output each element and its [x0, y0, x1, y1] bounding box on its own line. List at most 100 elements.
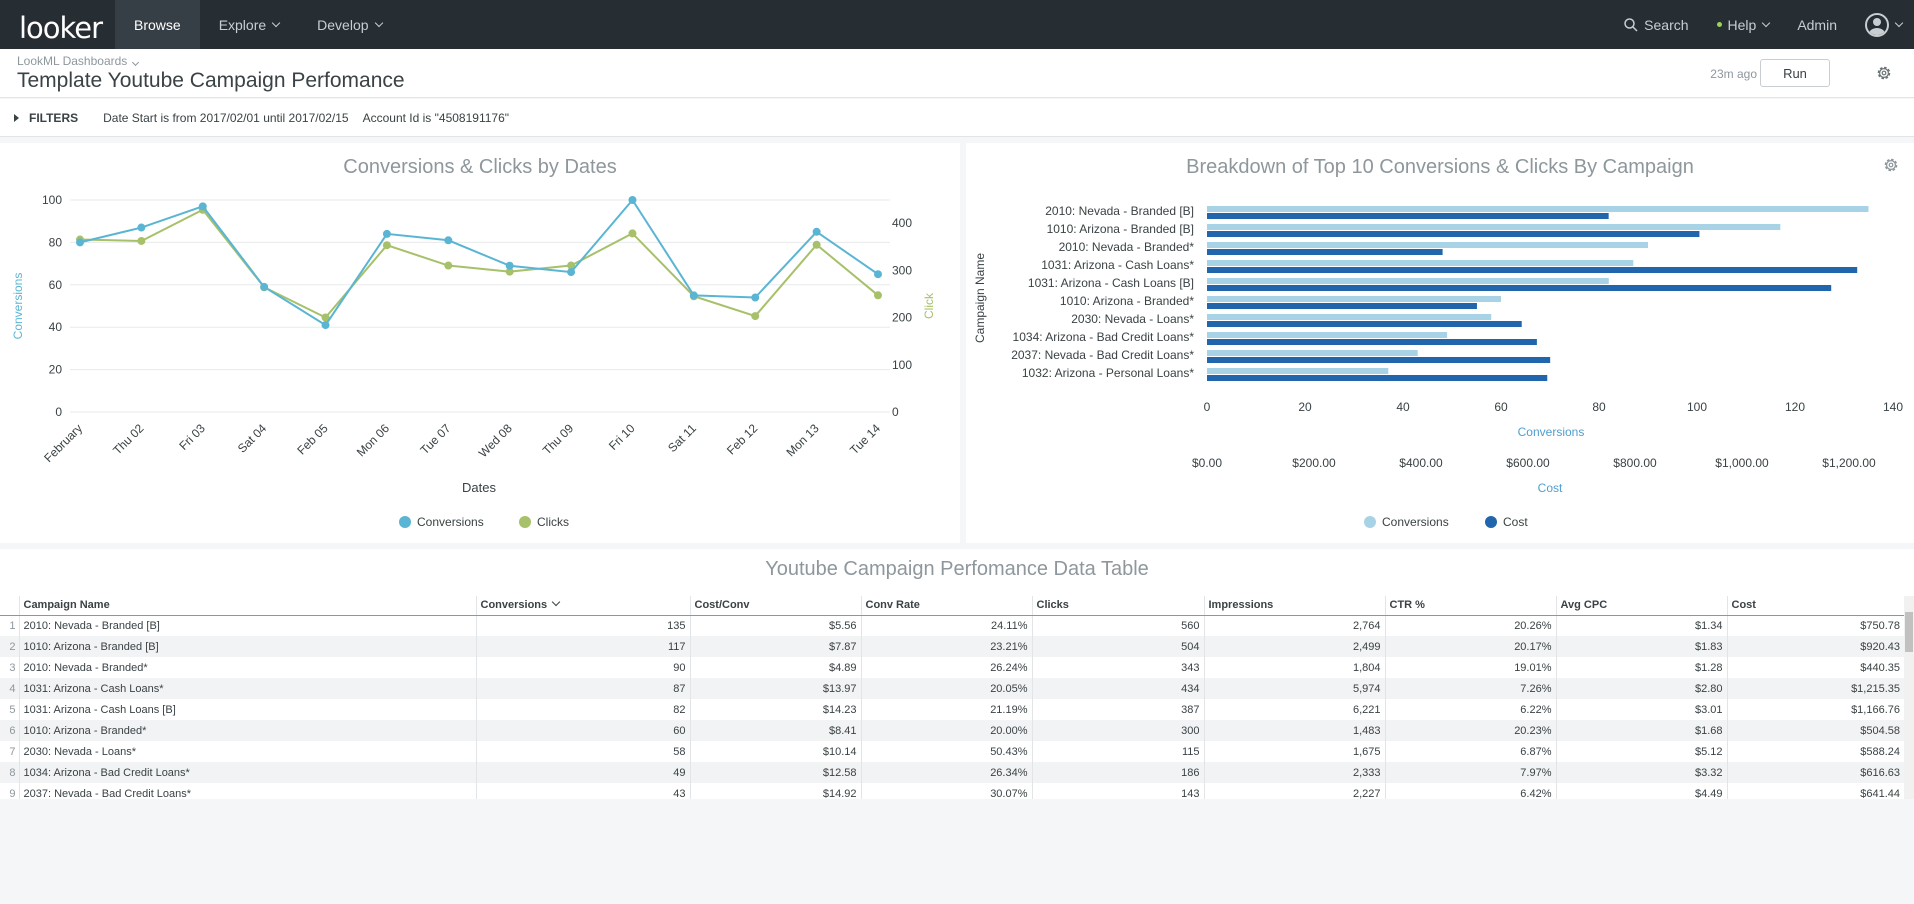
nav-browse[interactable]: Browse [115, 0, 200, 49]
table-cell[interactable]: 6.22% [1384, 699, 1556, 720]
table-cell[interactable]: $1,166.76 [1726, 699, 1904, 720]
data-point-conversions[interactable] [567, 268, 576, 277]
bar-conversions[interactable] [1207, 206, 1869, 212]
table-cell[interactable]: 1,804 [1203, 657, 1385, 678]
data-point-clicks[interactable] [567, 261, 576, 270]
table-cell[interactable]: 560 [1031, 615, 1204, 636]
table-cell[interactable]: 20.05% [860, 678, 1032, 699]
table-cell[interactable]: $440.35 [1726, 657, 1904, 678]
table-cell[interactable]: 26.34% [860, 762, 1032, 783]
data-point-conversions[interactable] [505, 261, 514, 270]
table-cell[interactable]: 1010: Arizona - Branded [B] [18, 636, 476, 657]
table-cell[interactable]: 2,333 [1203, 762, 1385, 783]
table-cell[interactable]: 6,221 [1203, 699, 1385, 720]
table-cell[interactable]: 82 [475, 699, 690, 720]
bar-conversions[interactable] [1207, 332, 1448, 338]
filter-account[interactable]: Account Id is "4508191176" [362, 110, 510, 125]
bar-cost[interactable] [1207, 357, 1551, 363]
table-cell[interactable]: 19.01% [1384, 657, 1556, 678]
table-cell[interactable]: 504 [1031, 636, 1204, 657]
table-cell[interactable]: 7.26% [1384, 678, 1556, 699]
data-point-conversions[interactable] [444, 236, 453, 245]
user-menu[interactable] [1851, 0, 1914, 49]
bar-cost[interactable] [1207, 321, 1522, 327]
data-point-conversions[interactable] [689, 291, 698, 300]
column-header[interactable]: Campaign Name [18, 596, 476, 616]
table-row[interactable]: 8 1034: Arizona - Bad Credit Loans* 49 $12.… [0, 762, 1904, 783]
table-cell[interactable]: 60 [475, 720, 690, 741]
bar-cost[interactable] [1207, 303, 1477, 309]
table-cell[interactable]: 2010: Nevada - Branded* [18, 657, 476, 678]
table-cell[interactable]: 1031: Arizona - Cash Loans [B] [18, 699, 476, 720]
data-point-clicks[interactable] [751, 312, 760, 321]
looker-logo[interactable]: looker [0, 0, 115, 49]
table-cell[interactable]: 117 [475, 636, 690, 657]
table-row[interactable]: 2 1010: Arizona - Branded [B] 117 $7.87 23.2… [0, 636, 1904, 657]
data-point-conversions[interactable] [628, 196, 637, 204]
table-cell[interactable]: $3.01 [1555, 699, 1727, 720]
legend-label[interactable]: Conversions [1382, 515, 1449, 529]
table-row[interactable]: 7 2030: Nevada - Loans* 58 $10.14 50.43% 115 1… [0, 741, 1904, 762]
table-cell[interactable]: 300 [1031, 720, 1204, 741]
legend-label[interactable]: Conversions [417, 515, 484, 529]
table-row[interactable]: 6 1010: Arizona - Branded* 60 $8.41 20.00% 30… [0, 720, 1904, 741]
bar-conversions[interactable] [1207, 260, 1634, 266]
data-point-clicks[interactable] [505, 267, 514, 276]
legend-label[interactable]: Cost [1503, 515, 1528, 529]
table-cell[interactable]: $5.56 [689, 615, 861, 636]
help-menu[interactable]: Help [1703, 0, 1784, 49]
data-point-clicks[interactable] [382, 241, 391, 250]
bar-conversions[interactable] [1207, 314, 1492, 320]
table-row[interactable]: 5 1031: Arizona - Cash Loans [B] 82 $14.23 2… [0, 699, 1904, 720]
table-scrollbar[interactable] [1904, 596, 1914, 799]
table-cell[interactable]: $13.97 [689, 678, 861, 699]
table-cell[interactable]: $4.49 [1555, 783, 1727, 799]
table-cell[interactable]: 21.19% [860, 699, 1032, 720]
gear-icon[interactable] [1875, 64, 1893, 82]
bar-conversions[interactable] [1207, 224, 1781, 230]
bar-cost[interactable] [1207, 213, 1609, 219]
table-cell[interactable]: $1.68 [1555, 720, 1727, 741]
table-scroll-thumb[interactable] [1905, 612, 1913, 652]
table-cell[interactable]: 6.42% [1384, 783, 1556, 799]
table-cell[interactable]: 135 [475, 615, 690, 636]
table-cell[interactable]: 58 [475, 741, 690, 762]
table-cell[interactable]: 5,974 [1203, 678, 1385, 699]
table-cell[interactable]: 20.26% [1384, 615, 1556, 636]
data-point-conversions[interactable] [321, 321, 330, 330]
table-cell[interactable]: 343 [1031, 657, 1204, 678]
table-cell[interactable]: 24.11% [860, 615, 1032, 636]
table-cell[interactable]: $4.89 [689, 657, 861, 678]
table-cell[interactable]: 2030: Nevada - Loans* [18, 741, 476, 762]
table-cell[interactable]: $588.24 [1726, 741, 1904, 762]
data-table-scroll[interactable]: Campaign Name Conversions Cost/Conv Conv… [0, 596, 1914, 799]
data-point-clicks[interactable] [444, 261, 453, 270]
filters-toggle[interactable]: FILTERS [29, 110, 79, 125]
table-cell[interactable]: 30.07% [860, 783, 1032, 799]
search-button[interactable]: Search [1610, 0, 1702, 49]
table-cell[interactable]: $1.28 [1555, 657, 1727, 678]
bar-conversions[interactable] [1207, 278, 1609, 284]
bar-cost[interactable] [1207, 249, 1443, 255]
column-header[interactable]: Cost [1726, 596, 1904, 616]
data-point-conversions[interactable] [382, 229, 391, 238]
table-cell[interactable]: 87 [475, 678, 690, 699]
data-point-clicks[interactable] [321, 313, 330, 322]
table-cell[interactable]: 186 [1031, 762, 1204, 783]
data-point-conversions[interactable] [76, 238, 84, 247]
table-cell[interactable]: $2.80 [1555, 678, 1727, 699]
table-cell[interactable]: 20.00% [860, 720, 1032, 741]
table-cell[interactable]: 1,483 [1203, 720, 1385, 741]
filter-date[interactable]: Date Start is from 2017/02/01 until 2017… [103, 110, 349, 125]
table-cell[interactable]: $8.41 [689, 720, 861, 741]
data-point-conversions[interactable] [198, 202, 207, 211]
table-cell[interactable]: $920.43 [1726, 636, 1904, 657]
table-cell[interactable]: $1.83 [1555, 636, 1727, 657]
table-cell[interactable]: 2,227 [1203, 783, 1385, 799]
table-cell[interactable]: 115 [1031, 741, 1204, 762]
table-row[interactable]: 9 2037: Nevada - Bad Credit Loans* 43 $14.9… [0, 783, 1904, 799]
data-point-clicks[interactable] [137, 236, 146, 245]
table-cell[interactable]: 23.21% [860, 636, 1032, 657]
column-header[interactable]: Conv Rate [860, 596, 1032, 616]
table-cell[interactable]: 7.97% [1384, 762, 1556, 783]
